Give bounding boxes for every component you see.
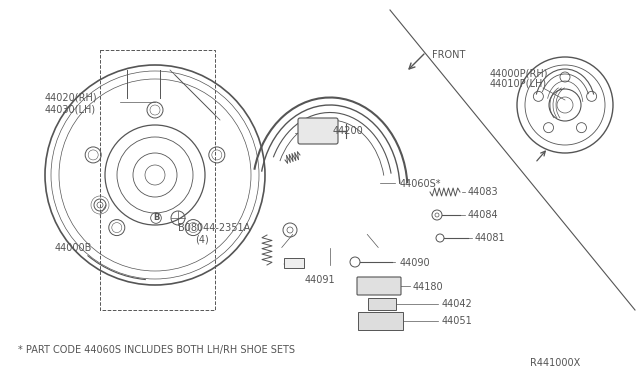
Text: 44091: 44091 bbox=[305, 275, 335, 285]
Text: 44010P(LH): 44010P(LH) bbox=[490, 79, 547, 89]
Text: 44083: 44083 bbox=[468, 187, 499, 197]
Text: 44081: 44081 bbox=[475, 233, 506, 243]
Bar bbox=[284, 258, 304, 268]
Text: B: B bbox=[153, 214, 159, 222]
Text: 44020(RH): 44020(RH) bbox=[45, 93, 98, 103]
Text: 44200: 44200 bbox=[333, 126, 364, 136]
Text: 44042: 44042 bbox=[442, 299, 473, 309]
Text: 44000B: 44000B bbox=[55, 243, 92, 253]
Text: 44051: 44051 bbox=[442, 316, 473, 326]
Text: 44180: 44180 bbox=[413, 282, 444, 292]
Text: B08044-2351A: B08044-2351A bbox=[178, 223, 250, 233]
Text: R441000X: R441000X bbox=[530, 358, 580, 368]
Bar bbox=[368, 298, 396, 310]
Text: 44090: 44090 bbox=[400, 258, 431, 268]
Text: * PART CODE 44060S INCLUDES BOTH LH/RH SHOE SETS: * PART CODE 44060S INCLUDES BOTH LH/RH S… bbox=[18, 345, 295, 355]
Text: 44030(LH): 44030(LH) bbox=[45, 104, 96, 114]
Text: 44060S*: 44060S* bbox=[400, 179, 442, 189]
Text: FRONT: FRONT bbox=[432, 50, 465, 60]
Text: 44084: 44084 bbox=[468, 210, 499, 220]
Bar bbox=[100, 50, 215, 310]
Bar bbox=[358, 312, 403, 330]
FancyBboxPatch shape bbox=[357, 277, 401, 295]
Text: (4): (4) bbox=[195, 234, 209, 244]
Text: 44000P(RH): 44000P(RH) bbox=[490, 68, 548, 78]
FancyBboxPatch shape bbox=[298, 118, 338, 144]
